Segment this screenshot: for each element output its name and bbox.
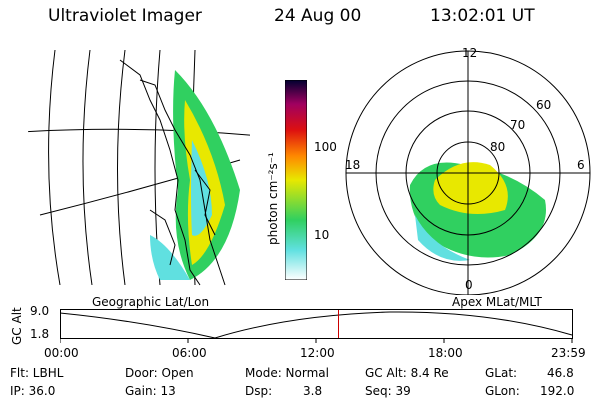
colorbar	[285, 80, 307, 280]
time-tick-1200: 12:00	[300, 346, 335, 360]
ip-info: IP: 36.0	[10, 384, 56, 398]
dsp-value: 3.8	[303, 384, 323, 398]
instrument-title: Ultraviolet Imager	[48, 6, 202, 26]
apex-caption: Apex MLat/MLT	[452, 295, 542, 309]
altitude-tick-9: 9.0	[30, 304, 50, 318]
time-tick-0600: 06:00	[172, 346, 207, 360]
glat-label: GLat:	[485, 366, 518, 380]
filter-info: Flt: LBHL	[10, 366, 64, 380]
mlt-label-18: 18	[345, 158, 361, 172]
colorbar-tick-100: 100	[314, 140, 337, 154]
mlat-label-70: 70	[510, 118, 526, 132]
polar-plot	[345, 50, 591, 295]
gain-info: Gain: 13	[125, 384, 176, 398]
polar-aurora	[409, 162, 546, 261]
time-label: 13:02:01 UT	[430, 6, 535, 26]
date-label: 24 Aug 00	[274, 6, 362, 26]
coastline	[119, 59, 226, 286]
mlat-label-80: 80	[490, 140, 506, 154]
glon-label: GLon:	[485, 384, 520, 398]
time-tick-0000: 00:00	[44, 346, 79, 360]
geo-caption: Geographic Lat/Lon	[92, 295, 210, 309]
aurora-emission-geo	[150, 70, 240, 280]
dsp-label: Dsp:	[245, 384, 273, 398]
time-tick-2359: 23:59	[551, 346, 586, 360]
mlt-label-12: 12	[462, 46, 478, 60]
altitude-tick-1-8: 1.8	[30, 327, 50, 341]
mlt-label-0: 0	[465, 278, 473, 292]
mode-info: Mode: Normal	[245, 366, 329, 380]
altitude-axis-label: GC Alt	[10, 307, 24, 345]
altitude-curve	[60, 311, 573, 339]
glon-value: 192.0	[540, 384, 575, 398]
colorbar-tick-10: 10	[314, 228, 330, 242]
time-tick-1800: 18:00	[428, 346, 463, 360]
mlt-label-6: 6	[577, 158, 585, 172]
gc-alt-info: GC Alt: 8.4 Re	[365, 366, 449, 380]
glat-value: 46.8	[547, 366, 574, 380]
mlat-label-60: 60	[536, 98, 552, 112]
sequence-info: Seq: 39	[365, 384, 411, 398]
door-info: Door: Open	[125, 366, 194, 380]
altitude-strip	[60, 309, 573, 343]
colorbar-unit-label: photon cm⁻²s⁻¹	[266, 152, 280, 245]
geographic-map	[27, 50, 251, 286]
